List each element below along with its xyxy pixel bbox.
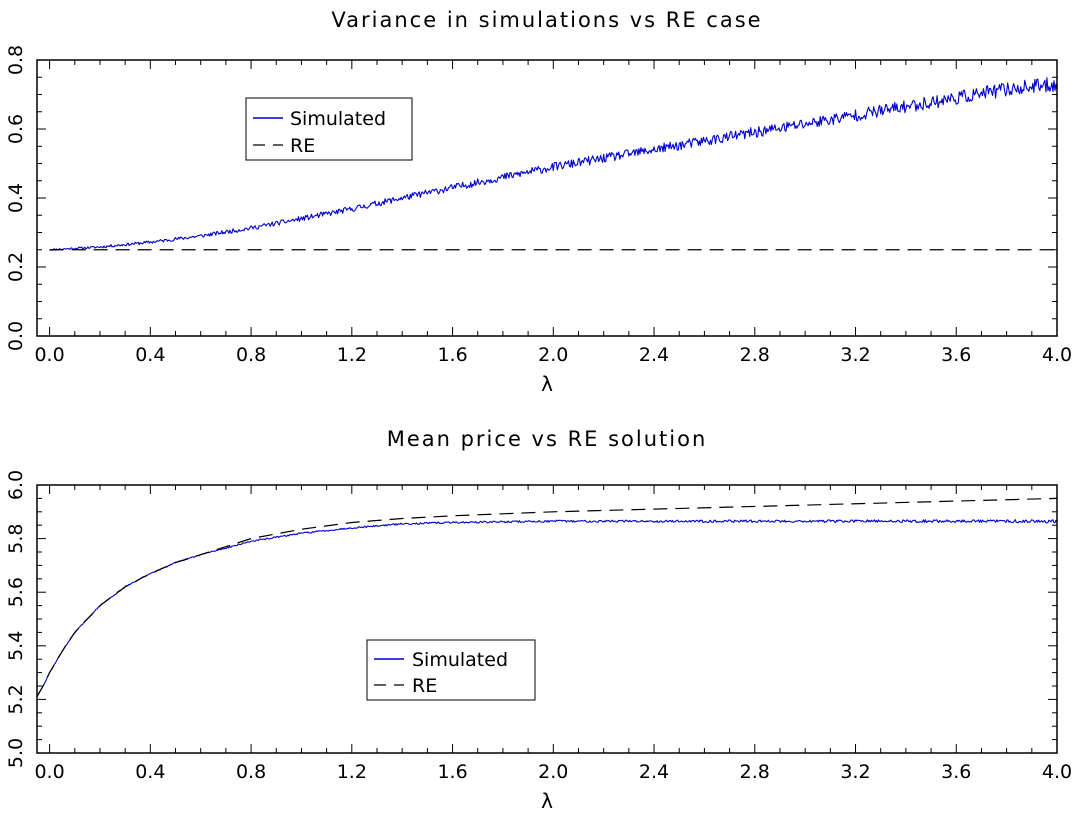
x-tick-label: 1.6 [437,344,467,366]
y-tick-label: 5.8 [5,523,27,553]
y-tick-label: 0.4 [5,183,27,213]
legend: Simulated RE [366,639,536,701]
legend-label-re: RE [290,135,315,157]
x-tick-label: 1.2 [337,761,367,783]
x-tick-label: 2.8 [740,344,770,366]
y-tick-label: 5.4 [5,631,27,661]
mean-price-chart: Mean price vs RE solution 0.0 0.4 0.8 1.2 1.… [5,427,1072,813]
plot-frame [36,484,1058,754]
y-axis: 5.0 5.2 5.4 5.6 5.8 6.0 [5,470,1057,768]
x-axis: 0.0 0.4 0.8 1.2 1.6 2.0 2.4 2.8 3.2 3.6 4.0 [34,485,1072,783]
x-axis-label: λ [541,372,553,396]
chart-title: Variance in simulations vs RE case [331,8,762,32]
x-tick-label: 1.6 [437,761,467,783]
x-tick-label: 2.8 [740,761,770,783]
x-axis-label: λ [541,789,553,813]
x-tick-label: 0.8 [236,344,266,366]
x-tick-label: 0.0 [34,344,64,366]
legend: Simulated RE [245,97,413,161]
x-tick-label: 2.4 [639,344,669,366]
x-tick-label: 2.0 [538,761,568,783]
y-tick-label: 6.0 [5,470,27,500]
x-tick-label: 2.0 [538,344,568,366]
legend-label-simulated: Simulated [290,108,386,130]
series-layer [36,497,1058,698]
legend-box [245,97,413,161]
chart-title: Mean price vs RE solution [387,427,708,451]
x-tick-label: 0.8 [236,761,266,783]
x-axis: 0.0 0.4 0.8 1.2 1.6 2.0 2.4 2.8 3.2 3.6 4.0 [34,60,1072,366]
x-tick-label: 1.2 [337,344,367,366]
y-tick-label: 5.0 [5,738,27,768]
y-tick-label: 0.2 [5,252,27,282]
x-tick-label: 2.4 [639,761,669,783]
series-line-simulated [36,519,1058,698]
y-tick-label: 0.0 [5,321,27,351]
x-tick-label: 0.4 [135,344,165,366]
variance-chart: Variance in simulations vs RE case 0.0 0.… [5,8,1072,396]
y-tick-label: 0.8 [5,45,27,75]
x-tick-label: 3.6 [941,761,971,783]
legend-label-simulated: Simulated [412,649,508,671]
series-line-re [36,497,1058,698]
x-tick-label: 4.0 [1042,761,1072,783]
x-tick-label: 3.2 [840,344,870,366]
x-tick-label: 0.0 [34,761,64,783]
legend-label-re: RE [412,675,437,697]
series-line-simulated [49,77,1058,251]
x-tick-label: 3.6 [941,344,971,366]
x-tick-label: 3.2 [840,761,870,783]
y-tick-label: 5.6 [5,577,27,607]
series-layer [49,77,1058,251]
y-axis: 0.0 0.2 0.4 0.6 0.8 [5,45,1057,351]
y-tick-label: 0.6 [5,114,27,144]
x-tick-label: 0.4 [135,761,165,783]
x-tick-label: 4.0 [1042,344,1072,366]
legend-box [366,639,536,701]
y-tick-label: 5.2 [5,684,27,714]
